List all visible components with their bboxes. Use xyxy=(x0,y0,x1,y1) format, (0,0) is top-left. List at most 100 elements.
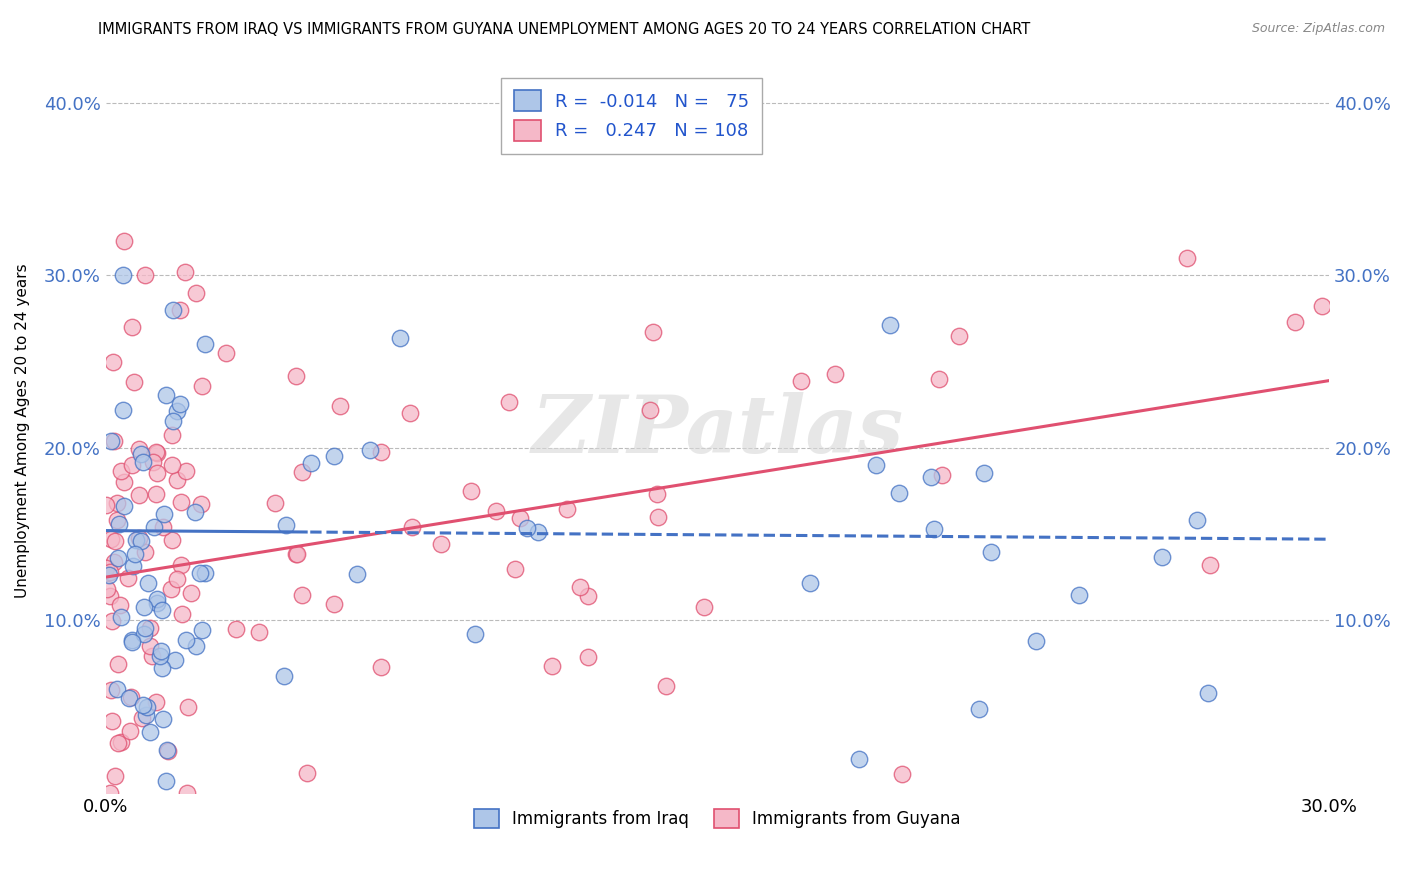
Point xyxy=(922,522,945,536)
Point xyxy=(638,402,661,417)
Point xyxy=(891,767,914,781)
Point xyxy=(129,447,152,461)
Point xyxy=(654,679,676,693)
Point xyxy=(824,367,846,381)
Point xyxy=(100,434,122,448)
Point xyxy=(129,534,152,549)
Point xyxy=(169,397,191,411)
Point xyxy=(145,445,167,459)
Point xyxy=(370,659,392,673)
Point xyxy=(1199,558,1222,573)
Point xyxy=(156,744,179,758)
Point xyxy=(174,633,197,648)
Point xyxy=(160,458,183,473)
Point xyxy=(112,234,135,248)
Point xyxy=(790,374,813,388)
Point xyxy=(170,607,193,621)
Point xyxy=(188,566,211,580)
Point xyxy=(152,713,174,727)
Point xyxy=(184,505,207,519)
Point xyxy=(399,406,422,420)
Point xyxy=(160,427,183,442)
Point xyxy=(145,695,167,709)
Point xyxy=(110,609,132,624)
Point xyxy=(180,586,202,600)
Point xyxy=(166,473,188,487)
Point xyxy=(138,576,160,591)
Point xyxy=(100,682,122,697)
Text: ZIPatlas: ZIPatlas xyxy=(531,392,904,469)
Point xyxy=(1185,513,1208,527)
Point xyxy=(132,627,155,641)
Point xyxy=(145,446,167,460)
Point xyxy=(118,690,141,705)
Point xyxy=(100,614,122,628)
Point xyxy=(299,457,322,471)
Point xyxy=(128,531,150,545)
Point xyxy=(928,372,950,386)
Point xyxy=(96,499,118,513)
Text: Source: ZipAtlas.com: Source: ZipAtlas.com xyxy=(1251,22,1385,36)
Point xyxy=(967,702,990,716)
Point xyxy=(516,521,538,535)
Point xyxy=(273,669,295,683)
Point xyxy=(103,354,125,368)
Point xyxy=(401,520,423,534)
Point xyxy=(112,402,135,417)
Point xyxy=(921,470,943,484)
Point xyxy=(128,442,150,457)
Point xyxy=(108,599,131,613)
Point xyxy=(647,509,669,524)
Point xyxy=(291,465,314,479)
Point xyxy=(142,520,165,534)
Point xyxy=(135,699,157,714)
Point xyxy=(848,752,870,766)
Point xyxy=(107,657,129,671)
Point xyxy=(112,268,135,283)
Point xyxy=(110,734,132,748)
Point xyxy=(1067,588,1090,602)
Point xyxy=(693,600,716,615)
Point xyxy=(162,302,184,317)
Point xyxy=(138,639,160,653)
Point xyxy=(460,483,482,498)
Point xyxy=(1197,686,1219,700)
Point xyxy=(889,486,911,500)
Point xyxy=(152,520,174,534)
Point xyxy=(125,533,148,548)
Point xyxy=(146,596,169,610)
Point xyxy=(225,622,247,636)
Point xyxy=(120,690,142,704)
Point xyxy=(170,495,193,509)
Point xyxy=(121,320,143,334)
Point xyxy=(155,388,177,402)
Point xyxy=(526,524,548,539)
Point xyxy=(121,633,143,648)
Point xyxy=(464,627,486,641)
Point xyxy=(194,566,217,580)
Text: IMMIGRANTS FROM IRAQ VS IMMIGRANTS FROM GUYANA UNEMPLOYMENT AMONG AGES 20 TO 24 : IMMIGRANTS FROM IRAQ VS IMMIGRANTS FROM … xyxy=(98,22,1031,37)
Point xyxy=(191,623,214,637)
Point xyxy=(215,345,238,359)
Point xyxy=(117,571,139,585)
Point xyxy=(98,565,121,579)
Point xyxy=(249,624,271,639)
Point xyxy=(184,639,207,653)
Point xyxy=(139,725,162,739)
Point xyxy=(124,547,146,561)
Point xyxy=(112,499,135,513)
Point xyxy=(498,395,520,409)
Point xyxy=(100,532,122,546)
Point xyxy=(174,265,197,279)
Point xyxy=(134,621,156,635)
Point xyxy=(190,497,212,511)
Point xyxy=(1175,252,1198,266)
Point xyxy=(576,589,599,603)
Point xyxy=(429,537,451,551)
Point xyxy=(128,488,150,502)
Point xyxy=(509,511,531,525)
Point xyxy=(122,558,145,573)
Point xyxy=(104,533,127,548)
Point xyxy=(98,589,121,603)
Point xyxy=(141,649,163,664)
